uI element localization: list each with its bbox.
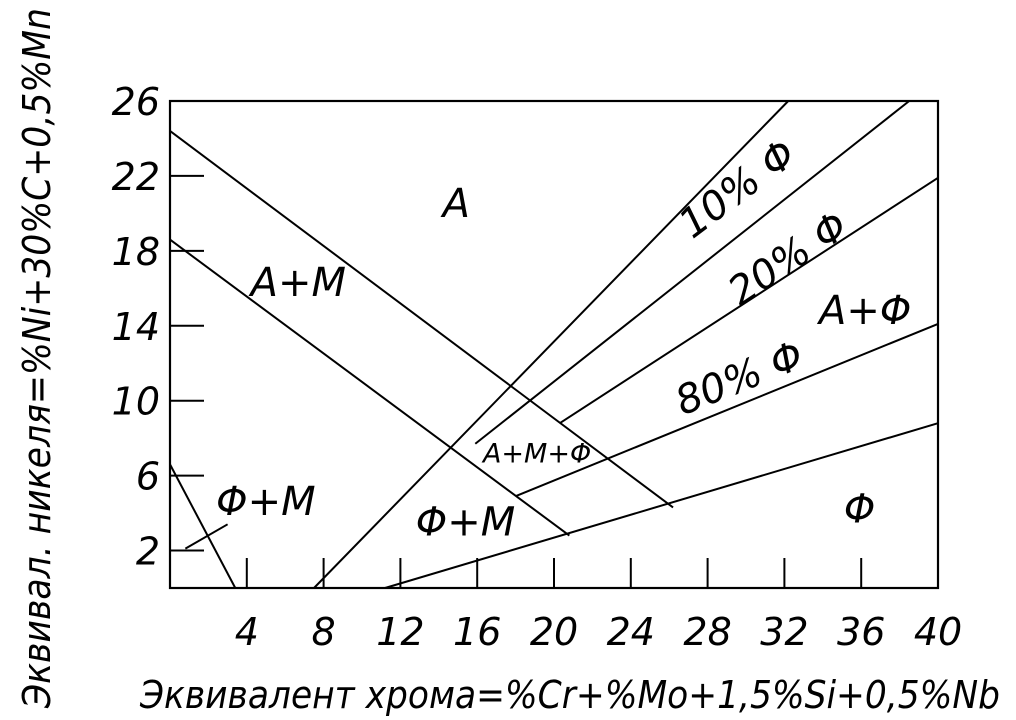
region-label: Φ+M xyxy=(416,500,516,546)
y-tick-label: 2 xyxy=(136,530,160,574)
x-tick-label: 12 xyxy=(376,610,424,654)
boundary-line-ferrite-10-percent xyxy=(474,100,910,445)
region-label: Φ xyxy=(844,486,875,532)
y-tick-label: 22 xyxy=(112,155,160,199)
x-tick-label: 40 xyxy=(914,610,962,654)
region-label: A xyxy=(440,181,470,227)
region-label: 10% Φ xyxy=(671,131,805,248)
y-tick-label: 18 xyxy=(112,230,160,274)
x-tick-label: 4 xyxy=(235,610,259,654)
x-tick-label: 36 xyxy=(837,610,885,654)
leader-line xyxy=(184,523,229,550)
y-tick-label: 26 xyxy=(112,80,160,124)
y-tick-label: 14 xyxy=(112,305,160,349)
x-tick-label: 20 xyxy=(530,610,578,654)
x-tick-label: 16 xyxy=(453,610,501,654)
region-label: 80% Φ xyxy=(669,332,810,425)
x-axis-title: Эквивалент хрома=%Cr+%Mo+1,5%Si+0,5%Nb xyxy=(139,673,1000,717)
region-label: A+M xyxy=(248,260,346,306)
region-label: A+Φ xyxy=(816,288,911,334)
region-label: A+M+Φ xyxy=(481,439,591,470)
boundary-line-ferrite-80-percent xyxy=(515,322,939,498)
boundary-line-ferrite-20-percent xyxy=(559,176,939,425)
y-tick-label: 6 xyxy=(136,455,160,499)
boundary-line-ferrite-100-percent xyxy=(384,422,939,589)
x-tick-label: 28 xyxy=(683,610,731,654)
x-tick-label: 8 xyxy=(312,610,336,654)
y-tick-label: 10 xyxy=(112,380,160,424)
boundary-line-martensite-0-percent-ferrite xyxy=(313,100,789,589)
boundary-line-austenite-martensite-upper xyxy=(169,130,674,509)
boundary-line-martensite-ferrite-corner xyxy=(169,463,237,589)
x-tick-label: 24 xyxy=(607,610,655,654)
region-label: Φ+M xyxy=(216,479,316,525)
y-axis-title: Эквивал. никеля=%Ni+30%C+0,5%Mn xyxy=(15,8,59,709)
x-tick-label: 32 xyxy=(760,610,808,654)
boundary-line-austenite-martensite-lower xyxy=(169,238,570,537)
